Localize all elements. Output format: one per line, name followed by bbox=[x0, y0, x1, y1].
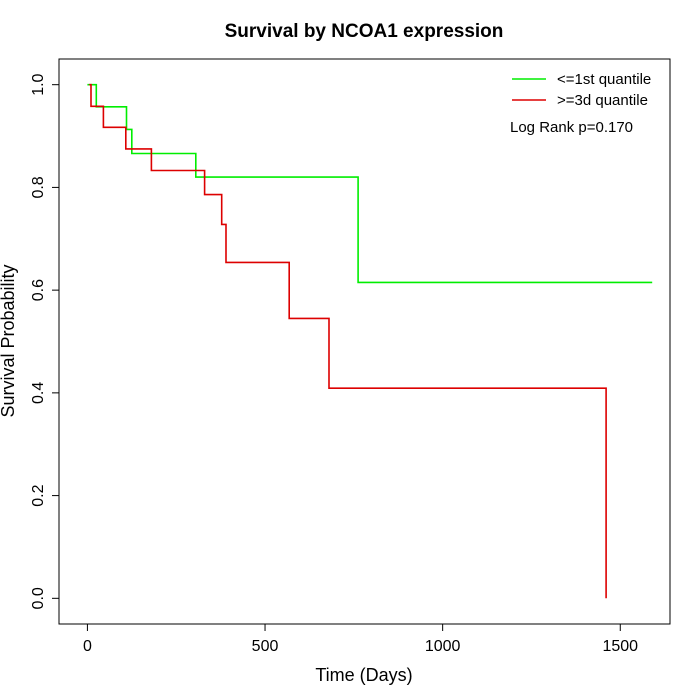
y-tick-label: 0.6 bbox=[30, 279, 47, 301]
x-tick-label: 500 bbox=[252, 638, 279, 655]
y-tick-label: 0.8 bbox=[30, 176, 47, 198]
y-tick-label: 0.0 bbox=[30, 587, 47, 609]
x-tick-label: 1500 bbox=[602, 638, 638, 655]
legend-label-0: <=1st quantile bbox=[557, 71, 651, 88]
x-tick-label: 0 bbox=[83, 638, 92, 655]
plot-frame bbox=[58, 58, 671, 625]
y-tick-label: 1.0 bbox=[30, 73, 47, 95]
x-tick-label: 1000 bbox=[425, 638, 461, 655]
x-axis-title: Time (Days) bbox=[315, 665, 412, 685]
series-line-1 bbox=[89, 83, 607, 599]
axis-ticks: 0 500 1000 1500 0.0 0.2 0.4 0.6 0.8 1.0 bbox=[30, 73, 638, 655]
y-tick-label: 0.4 bbox=[30, 382, 47, 404]
y-tick-label: 0.2 bbox=[30, 484, 47, 506]
y-axis-title: Survival Probability bbox=[0, 264, 18, 417]
chart-title: Survival by NCOA1 expression bbox=[225, 21, 504, 42]
series-line-0 bbox=[87, 83, 653, 284]
series-layer bbox=[87, 83, 653, 599]
legend: <=1st quantile >=3d quantile bbox=[512, 71, 651, 109]
log-rank-annotation: Log Rank p=0.170 bbox=[510, 119, 633, 136]
legend-label-1: >=3d quantile bbox=[557, 92, 648, 109]
